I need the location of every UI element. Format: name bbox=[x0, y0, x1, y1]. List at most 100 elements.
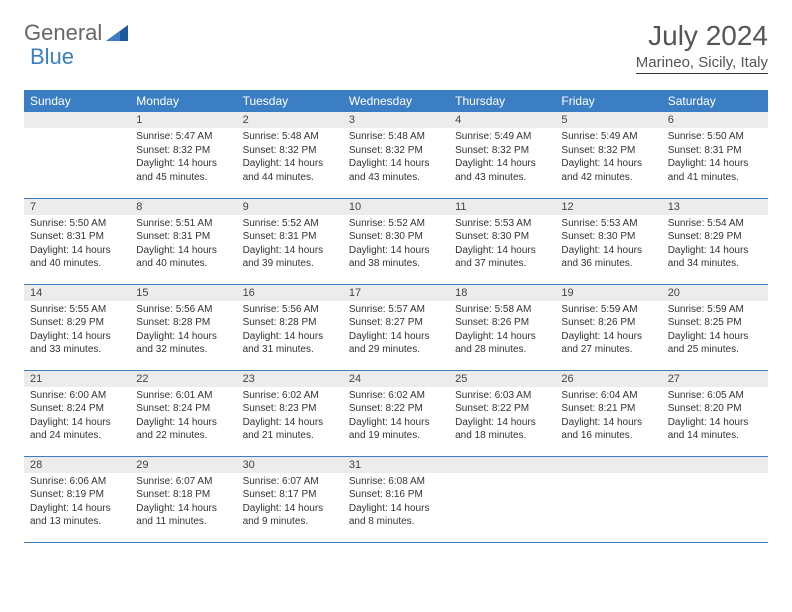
day-number: 25 bbox=[449, 371, 555, 387]
calendar-day-cell bbox=[449, 456, 555, 542]
calendar-day-cell: 6Sunrise: 5:50 AMSunset: 8:31 PMDaylight… bbox=[662, 112, 768, 198]
day-details: Sunrise: 6:03 AMSunset: 8:22 PMDaylight:… bbox=[449, 387, 555, 447]
day-number: 29 bbox=[130, 457, 236, 473]
calendar-day-cell: 15Sunrise: 5:56 AMSunset: 8:28 PMDayligh… bbox=[130, 284, 236, 370]
calendar-day-cell: 19Sunrise: 5:59 AMSunset: 8:26 PMDayligh… bbox=[555, 284, 661, 370]
calendar-day-cell: 11Sunrise: 5:53 AMSunset: 8:30 PMDayligh… bbox=[449, 198, 555, 284]
calendar-day-cell: 24Sunrise: 6:02 AMSunset: 8:22 PMDayligh… bbox=[343, 370, 449, 456]
calendar-day-cell: 21Sunrise: 6:00 AMSunset: 8:24 PMDayligh… bbox=[24, 370, 130, 456]
calendar-day-cell: 16Sunrise: 5:56 AMSunset: 8:28 PMDayligh… bbox=[237, 284, 343, 370]
calendar-day-cell: 27Sunrise: 6:05 AMSunset: 8:20 PMDayligh… bbox=[662, 370, 768, 456]
day-details: Sunrise: 5:52 AMSunset: 8:30 PMDaylight:… bbox=[343, 215, 449, 275]
day-number: 31 bbox=[343, 457, 449, 473]
page-title: July 2024 bbox=[636, 20, 768, 52]
day-number bbox=[662, 457, 768, 473]
header: General July 2024 Marineo, Sicily, Italy bbox=[0, 0, 792, 82]
day-details: Sunrise: 6:07 AMSunset: 8:18 PMDaylight:… bbox=[130, 473, 236, 533]
day-number bbox=[24, 112, 130, 128]
weekday-header: Friday bbox=[555, 90, 661, 112]
calendar-day-cell: 13Sunrise: 5:54 AMSunset: 8:29 PMDayligh… bbox=[662, 198, 768, 284]
day-details: Sunrise: 5:51 AMSunset: 8:31 PMDaylight:… bbox=[130, 215, 236, 275]
calendar-day-cell: 20Sunrise: 5:59 AMSunset: 8:25 PMDayligh… bbox=[662, 284, 768, 370]
day-details: Sunrise: 5:54 AMSunset: 8:29 PMDaylight:… bbox=[662, 215, 768, 275]
day-number: 26 bbox=[555, 371, 661, 387]
location-label: Marineo, Sicily, Italy bbox=[636, 54, 768, 74]
day-number: 9 bbox=[237, 199, 343, 215]
calendar-day-cell: 3Sunrise: 5:48 AMSunset: 8:32 PMDaylight… bbox=[343, 112, 449, 198]
day-number bbox=[449, 457, 555, 473]
day-details: Sunrise: 5:53 AMSunset: 8:30 PMDaylight:… bbox=[555, 215, 661, 275]
calendar-day-cell: 23Sunrise: 6:02 AMSunset: 8:23 PMDayligh… bbox=[237, 370, 343, 456]
day-number: 3 bbox=[343, 112, 449, 128]
weekday-header: Saturday bbox=[662, 90, 768, 112]
logo: General bbox=[24, 20, 130, 46]
day-details: Sunrise: 5:48 AMSunset: 8:32 PMDaylight:… bbox=[343, 128, 449, 188]
calendar-week-row: 21Sunrise: 6:00 AMSunset: 8:24 PMDayligh… bbox=[24, 370, 768, 456]
calendar-day-cell: 18Sunrise: 5:58 AMSunset: 8:26 PMDayligh… bbox=[449, 284, 555, 370]
day-details: Sunrise: 5:58 AMSunset: 8:26 PMDaylight:… bbox=[449, 301, 555, 361]
day-number: 7 bbox=[24, 199, 130, 215]
day-number: 4 bbox=[449, 112, 555, 128]
day-number bbox=[555, 457, 661, 473]
day-number: 5 bbox=[555, 112, 661, 128]
day-number: 16 bbox=[237, 285, 343, 301]
logo-word-general: General bbox=[24, 20, 102, 46]
calendar-day-cell: 25Sunrise: 6:03 AMSunset: 8:22 PMDayligh… bbox=[449, 370, 555, 456]
day-details: Sunrise: 5:49 AMSunset: 8:32 PMDaylight:… bbox=[449, 128, 555, 188]
day-details: Sunrise: 5:47 AMSunset: 8:32 PMDaylight:… bbox=[130, 128, 236, 188]
day-number: 2 bbox=[237, 112, 343, 128]
day-number: 6 bbox=[662, 112, 768, 128]
day-number: 14 bbox=[24, 285, 130, 301]
day-details: Sunrise: 5:53 AMSunset: 8:30 PMDaylight:… bbox=[449, 215, 555, 275]
calendar-day-cell: 17Sunrise: 5:57 AMSunset: 8:27 PMDayligh… bbox=[343, 284, 449, 370]
day-number: 18 bbox=[449, 285, 555, 301]
calendar-day-cell: 29Sunrise: 6:07 AMSunset: 8:18 PMDayligh… bbox=[130, 456, 236, 542]
calendar-day-cell: 26Sunrise: 6:04 AMSunset: 8:21 PMDayligh… bbox=[555, 370, 661, 456]
calendar-day-cell: 8Sunrise: 5:51 AMSunset: 8:31 PMDaylight… bbox=[130, 198, 236, 284]
day-details: Sunrise: 5:55 AMSunset: 8:29 PMDaylight:… bbox=[24, 301, 130, 361]
day-details: Sunrise: 6:04 AMSunset: 8:21 PMDaylight:… bbox=[555, 387, 661, 447]
day-details: Sunrise: 6:05 AMSunset: 8:20 PMDaylight:… bbox=[662, 387, 768, 447]
calendar-body: 1Sunrise: 5:47 AMSunset: 8:32 PMDaylight… bbox=[24, 112, 768, 542]
calendar-day-cell: 7Sunrise: 5:50 AMSunset: 8:31 PMDaylight… bbox=[24, 198, 130, 284]
weekday-header: Tuesday bbox=[237, 90, 343, 112]
weekday-header: Sunday bbox=[24, 90, 130, 112]
day-details: Sunrise: 5:56 AMSunset: 8:28 PMDaylight:… bbox=[237, 301, 343, 361]
day-details: Sunrise: 6:01 AMSunset: 8:24 PMDaylight:… bbox=[130, 387, 236, 447]
day-number: 27 bbox=[662, 371, 768, 387]
day-details: Sunrise: 6:07 AMSunset: 8:17 PMDaylight:… bbox=[237, 473, 343, 533]
day-details: Sunrise: 5:48 AMSunset: 8:32 PMDaylight:… bbox=[237, 128, 343, 188]
day-number: 1 bbox=[130, 112, 236, 128]
calendar-day-cell: 31Sunrise: 6:08 AMSunset: 8:16 PMDayligh… bbox=[343, 456, 449, 542]
day-number: 24 bbox=[343, 371, 449, 387]
calendar-day-cell: 12Sunrise: 5:53 AMSunset: 8:30 PMDayligh… bbox=[555, 198, 661, 284]
day-details: Sunrise: 6:08 AMSunset: 8:16 PMDaylight:… bbox=[343, 473, 449, 533]
calendar-day-cell bbox=[24, 112, 130, 198]
day-number: 23 bbox=[237, 371, 343, 387]
logo-triangle-icon bbox=[106, 25, 128, 41]
day-number: 11 bbox=[449, 199, 555, 215]
day-details: Sunrise: 5:59 AMSunset: 8:25 PMDaylight:… bbox=[662, 301, 768, 361]
day-details: Sunrise: 5:57 AMSunset: 8:27 PMDaylight:… bbox=[343, 301, 449, 361]
day-details: Sunrise: 5:59 AMSunset: 8:26 PMDaylight:… bbox=[555, 301, 661, 361]
title-block: July 2024 Marineo, Sicily, Italy bbox=[636, 20, 768, 74]
day-number: 21 bbox=[24, 371, 130, 387]
calendar-day-cell: 2Sunrise: 5:48 AMSunset: 8:32 PMDaylight… bbox=[237, 112, 343, 198]
weekday-header: Monday bbox=[130, 90, 236, 112]
calendar-day-cell: 1Sunrise: 5:47 AMSunset: 8:32 PMDaylight… bbox=[130, 112, 236, 198]
day-number: 17 bbox=[343, 285, 449, 301]
day-number: 28 bbox=[24, 457, 130, 473]
day-details: Sunrise: 6:06 AMSunset: 8:19 PMDaylight:… bbox=[24, 473, 130, 533]
calendar-week-row: 1Sunrise: 5:47 AMSunset: 8:32 PMDaylight… bbox=[24, 112, 768, 198]
calendar-day-cell: 10Sunrise: 5:52 AMSunset: 8:30 PMDayligh… bbox=[343, 198, 449, 284]
day-number: 20 bbox=[662, 285, 768, 301]
day-number: 12 bbox=[555, 199, 661, 215]
calendar-day-cell bbox=[555, 456, 661, 542]
day-details: Sunrise: 6:00 AMSunset: 8:24 PMDaylight:… bbox=[24, 387, 130, 447]
weekday-header-row: SundayMondayTuesdayWednesdayThursdayFrid… bbox=[24, 90, 768, 112]
day-number: 19 bbox=[555, 285, 661, 301]
calendar-day-cell: 14Sunrise: 5:55 AMSunset: 8:29 PMDayligh… bbox=[24, 284, 130, 370]
day-details: Sunrise: 5:56 AMSunset: 8:28 PMDaylight:… bbox=[130, 301, 236, 361]
day-details: Sunrise: 5:49 AMSunset: 8:32 PMDaylight:… bbox=[555, 128, 661, 188]
calendar-day-cell: 22Sunrise: 6:01 AMSunset: 8:24 PMDayligh… bbox=[130, 370, 236, 456]
